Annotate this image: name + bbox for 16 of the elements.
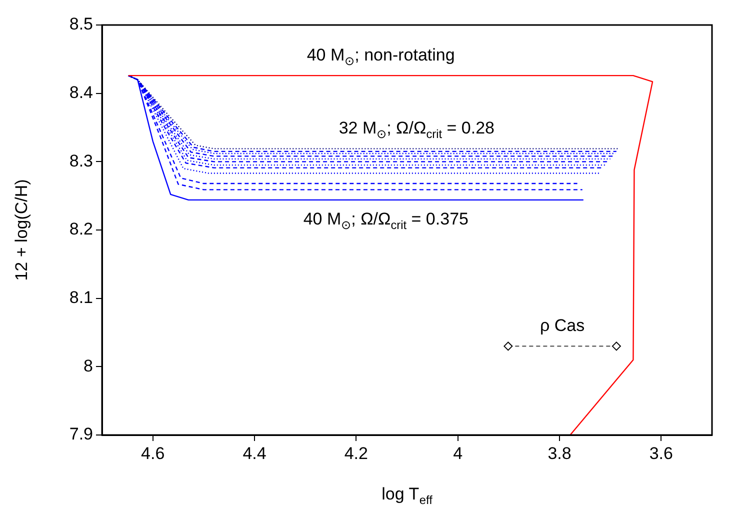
series-label: ρ Cas <box>540 316 585 335</box>
y-tick-label: 8 <box>84 356 93 376</box>
x-tick-label: 4 <box>453 444 463 463</box>
x-tick-label: 4.4 <box>242 444 266 463</box>
y-tick-label: 8.2 <box>69 220 93 239</box>
x-tick-label: 4.2 <box>344 444 368 463</box>
x-tick-label: 4.6 <box>141 444 165 463</box>
y-tick-label: 8.4 <box>69 83 93 102</box>
y-axis-title: 12 + log(C/H) <box>12 179 31 281</box>
x-tick-label: 3.8 <box>548 444 572 463</box>
series-label: 40 M⊙; non-rotating <box>306 45 455 68</box>
y-tick-label: 7.9 <box>69 424 93 444</box>
x-tick-label: 3.6 <box>649 444 673 463</box>
y-tick-label: 8.5 <box>69 14 93 34</box>
y-tick-label: 8.1 <box>69 288 93 308</box>
y-tick-label: 8.3 <box>69 151 93 170</box>
